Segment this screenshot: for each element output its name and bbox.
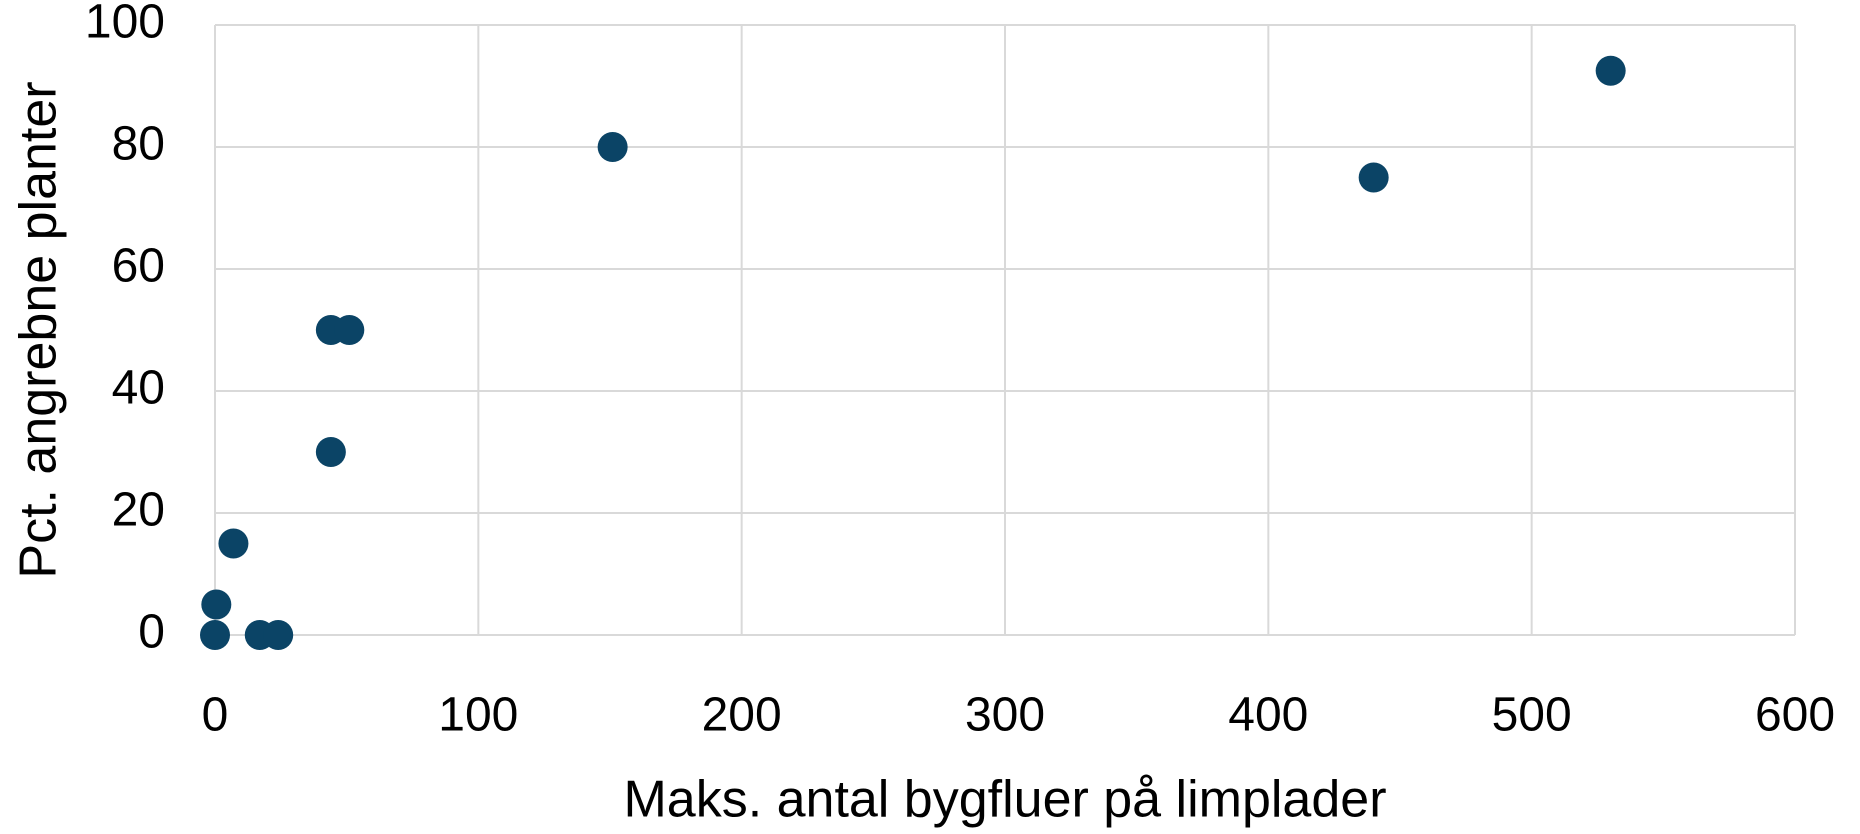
point bbox=[200, 620, 230, 650]
x-tick-label: 0 bbox=[202, 689, 229, 742]
y-axis-title: Pct. angrebne planter bbox=[10, 81, 68, 578]
y-tick-label: 0 bbox=[138, 606, 165, 659]
y-tick-label: 100 bbox=[85, 0, 165, 49]
point bbox=[597, 132, 628, 162]
point bbox=[1358, 162, 1389, 193]
point bbox=[1595, 55, 1626, 86]
y-tick-label: 20 bbox=[112, 484, 165, 537]
x-tick-label: 500 bbox=[1492, 689, 1572, 742]
y-tick-label: 40 bbox=[112, 362, 165, 415]
x-tick-label: 200 bbox=[702, 689, 782, 742]
y-tick-label: 80 bbox=[112, 118, 165, 171]
y-tick-label: 60 bbox=[112, 240, 165, 293]
point bbox=[334, 315, 365, 345]
x-tick-label: 100 bbox=[438, 689, 518, 742]
point bbox=[201, 589, 232, 620]
point bbox=[263, 620, 294, 650]
point bbox=[218, 528, 249, 559]
x-axis-title: Maks. antal bygfluer på limplader bbox=[623, 771, 1386, 829]
x-tick-label: 300 bbox=[965, 689, 1045, 742]
point bbox=[315, 437, 346, 467]
x-tick-label: 600 bbox=[1755, 689, 1835, 742]
x-tick-label: 400 bbox=[1228, 689, 1308, 742]
